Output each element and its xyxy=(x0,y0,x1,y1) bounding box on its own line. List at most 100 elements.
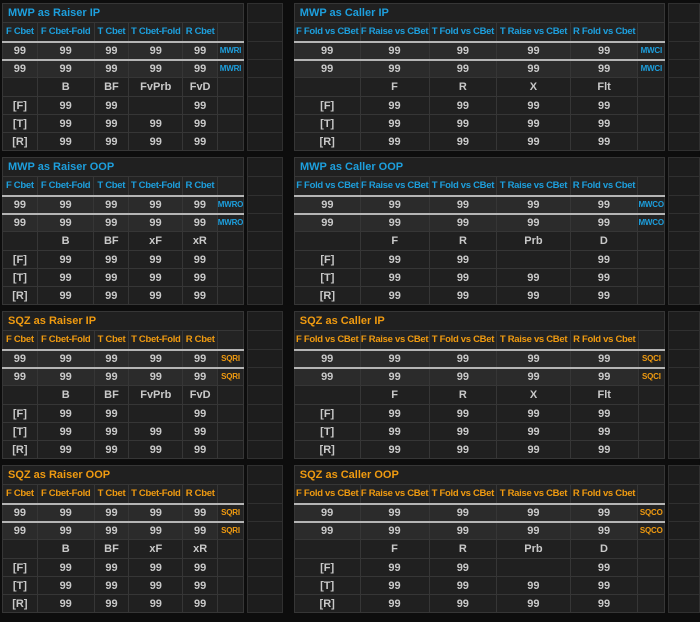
stat-cell[interactable]: 99 xyxy=(293,348,361,368)
side-row xyxy=(246,576,283,595)
stat-cell[interactable]: 99 xyxy=(182,40,219,60)
stat-cell[interactable]: 99 xyxy=(93,40,130,60)
stat-cell[interactable]: 99 xyxy=(2,194,38,214)
stat-cell[interactable]: 99 xyxy=(428,366,498,386)
stat-cell[interactable]: 99 xyxy=(359,58,430,78)
stat-cell[interactable]: 99 xyxy=(2,348,38,368)
side-row xyxy=(668,195,700,214)
stat-cell[interactable]: 99 xyxy=(182,520,219,540)
stat-cell[interactable]: 99 xyxy=(36,348,95,368)
stat-cell[interactable]: 99 xyxy=(93,520,130,540)
stat-cell[interactable]: 99 xyxy=(496,348,571,368)
stat-cell[interactable]: 99 xyxy=(294,212,361,232)
stat-cell[interactable]: 99 xyxy=(569,520,639,540)
stat-cell[interactable]: 99 xyxy=(569,40,639,60)
stat-cell[interactable]: 99 xyxy=(496,58,571,78)
street-stat-cell: 99 xyxy=(496,114,571,133)
stat-cell[interactable]: 99 xyxy=(182,502,219,522)
stat-cell[interactable]: 99 xyxy=(293,40,361,60)
stat-cell[interactable]: 99 xyxy=(428,40,498,60)
stat-cell[interactable]: 99 xyxy=(128,58,184,78)
spacer-cell xyxy=(637,594,666,613)
stat-cell[interactable]: 99 xyxy=(496,40,571,60)
stat-button-row: 99 99 99 99 99 SQCO xyxy=(293,502,666,522)
stat-cell[interactable]: 99 xyxy=(359,366,430,386)
stat-cell[interactable]: 99 xyxy=(569,58,639,78)
side-cell xyxy=(246,3,283,23)
stat-cell[interactable]: 99 xyxy=(359,194,430,214)
stat-cell[interactable]: 99 xyxy=(93,348,130,368)
stat-cell[interactable]: 99 xyxy=(496,366,571,386)
stat-cell[interactable]: 99 xyxy=(93,194,130,214)
side-cell xyxy=(246,59,283,78)
column-header: F Cbet xyxy=(2,330,38,350)
stat-cell[interactable]: 99 xyxy=(93,212,130,232)
stat-cell[interactable]: 99 xyxy=(569,212,639,232)
stat-cell[interactable]: 99 xyxy=(428,212,498,232)
stat-cell[interactable]: 99 xyxy=(182,366,219,386)
stat-cell[interactable]: 99 xyxy=(569,366,639,386)
stat-cell[interactable]: 99 xyxy=(93,366,130,386)
stat-cell[interactable]: 99 xyxy=(128,348,184,368)
stat-cell[interactable]: 99 xyxy=(496,194,571,214)
stat-cell[interactable]: 99 xyxy=(2,366,38,386)
stat-cell[interactable]: 99 xyxy=(294,194,361,214)
stat-cell[interactable]: 99 xyxy=(181,194,218,214)
street-stat-cell: 99 xyxy=(569,114,639,133)
stat-cell[interactable]: 99 xyxy=(36,212,95,232)
stat-cell[interactable]: 99 xyxy=(36,194,95,214)
action-label: R xyxy=(428,539,498,559)
stat-cell[interactable]: 99 xyxy=(359,40,430,60)
stat-cell[interactable]: 99 xyxy=(36,40,95,60)
stat-cell[interactable]: 99 xyxy=(2,40,38,60)
stat-cell[interactable]: 99 xyxy=(569,348,639,368)
stat-cell[interactable]: 99 xyxy=(428,520,498,540)
stat-cell[interactable]: 99 xyxy=(2,58,38,78)
stat-cell[interactable]: 99 xyxy=(2,212,38,232)
side-cell xyxy=(246,114,283,133)
action-label: FvD xyxy=(182,77,219,97)
stat-cell[interactable]: 99 xyxy=(128,194,183,214)
action-label: xF xyxy=(128,539,184,559)
spacer-cell xyxy=(637,132,666,151)
stat-cell[interactable]: 99 xyxy=(293,58,361,78)
stat-cell[interactable]: 99 xyxy=(93,502,130,522)
column-header: F Cbet xyxy=(2,22,38,42)
side-row xyxy=(246,132,283,151)
stat-cell[interactable]: 99 xyxy=(359,348,430,368)
stat-cell[interactable]: 99 xyxy=(2,502,38,522)
stat-cell[interactable]: 99 xyxy=(569,502,639,522)
stat-cell[interactable]: 99 xyxy=(181,212,218,232)
stat-cell[interactable]: 99 xyxy=(36,58,95,78)
stat-cell[interactable]: 99 xyxy=(569,194,639,214)
stat-cell[interactable]: 99 xyxy=(93,58,130,78)
stat-cell[interactable]: 99 xyxy=(128,502,184,522)
stat-cell[interactable]: 99 xyxy=(36,520,95,540)
stat-cell[interactable]: 99 xyxy=(496,520,571,540)
stat-cell[interactable]: 99 xyxy=(293,502,361,522)
stat-cell[interactable]: 99 xyxy=(428,502,498,522)
stat-cell[interactable]: 99 xyxy=(128,212,183,232)
stat-cell[interactable]: 99 xyxy=(128,520,184,540)
stat-cell[interactable]: 99 xyxy=(428,194,498,214)
stat-cell[interactable]: 99 xyxy=(496,502,571,522)
stat-cell[interactable]: 99 xyxy=(359,212,430,232)
stat-cell[interactable]: 99 xyxy=(182,58,219,78)
stat-cell[interactable]: 99 xyxy=(293,366,361,386)
stat-cell[interactable]: 99 xyxy=(428,348,498,368)
stat-cell[interactable]: 99 xyxy=(293,520,361,540)
side-cell xyxy=(668,422,700,441)
stat-cell[interactable]: 99 xyxy=(128,40,184,60)
stat-cell[interactable]: 99 xyxy=(428,58,498,78)
stat-cell[interactable]: 99 xyxy=(36,366,95,386)
stat-cell[interactable]: 99 xyxy=(182,348,219,368)
stat-cell[interactable]: 99 xyxy=(36,502,95,522)
stat-cell[interactable]: 99 xyxy=(359,520,430,540)
stat-table-mwp-caller-oop: MWP as Caller OOP F Fold vs CBet F Raise v… xyxy=(294,157,666,305)
stat-cell[interactable]: 99 xyxy=(496,212,571,232)
stat-cell[interactable]: 99 xyxy=(2,520,38,540)
side-cell xyxy=(668,539,700,559)
stat-cell[interactable]: 99 xyxy=(359,502,430,522)
side-cell xyxy=(668,176,700,196)
stat-cell[interactable]: 99 xyxy=(128,366,184,386)
